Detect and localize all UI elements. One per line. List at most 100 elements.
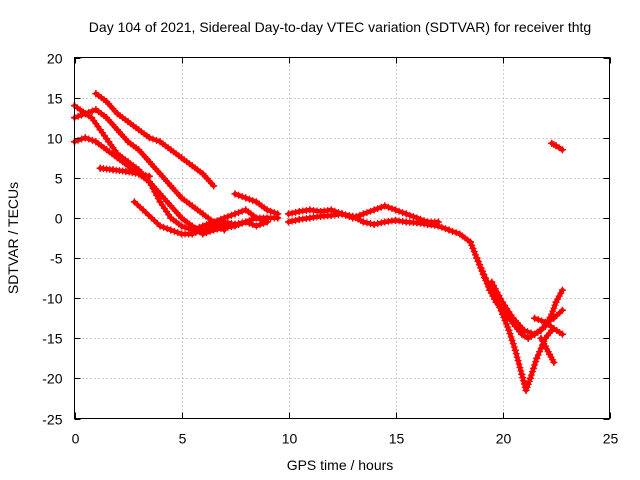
data-point bbox=[274, 210, 282, 218]
data-point bbox=[103, 146, 111, 154]
plot-frame bbox=[74, 57, 610, 419]
data-point bbox=[473, 254, 481, 262]
data-point bbox=[413, 219, 421, 227]
data-point bbox=[210, 218, 218, 226]
data-layer bbox=[71, 90, 566, 394]
data-point bbox=[558, 306, 566, 314]
data-point bbox=[220, 224, 228, 232]
data-point bbox=[546, 350, 554, 358]
data-point bbox=[558, 330, 566, 338]
data-point bbox=[92, 90, 100, 98]
x-tick-label: 25 bbox=[603, 431, 619, 447]
data-point bbox=[327, 212, 335, 220]
data-point bbox=[231, 210, 239, 218]
data-point bbox=[531, 330, 539, 338]
data-point bbox=[145, 172, 153, 180]
data-point bbox=[402, 210, 410, 218]
series-trace bbox=[532, 315, 565, 337]
x-tick-label: 20 bbox=[496, 431, 512, 447]
data-point bbox=[263, 218, 271, 226]
data-point bbox=[558, 146, 566, 154]
data-point bbox=[145, 134, 153, 142]
data-point bbox=[550, 358, 558, 366]
data-point bbox=[103, 114, 111, 122]
data-point bbox=[505, 326, 513, 334]
data-point bbox=[381, 218, 389, 226]
series-track-d bbox=[92, 90, 218, 190]
y-tick-label: -25 bbox=[42, 412, 62, 428]
x-tick-label: 0 bbox=[72, 431, 80, 447]
data-point bbox=[88, 114, 96, 122]
data-point bbox=[520, 326, 528, 334]
data-point bbox=[178, 214, 185, 222]
y-tick-label: -20 bbox=[42, 371, 62, 387]
data-point bbox=[466, 238, 474, 246]
y-tick-label: -5 bbox=[50, 251, 63, 267]
data-point bbox=[148, 214, 156, 222]
data-point bbox=[178, 194, 185, 202]
data-point bbox=[317, 212, 325, 220]
data-point bbox=[178, 154, 185, 162]
data-point bbox=[242, 206, 250, 214]
data-point bbox=[252, 222, 260, 230]
data-point bbox=[526, 374, 534, 382]
data-point bbox=[81, 134, 89, 142]
series-track-p bbox=[548, 139, 566, 154]
data-point bbox=[445, 226, 453, 234]
data-point bbox=[188, 202, 196, 210]
data-point bbox=[499, 298, 506, 306]
data-point bbox=[392, 206, 399, 214]
data-point bbox=[167, 146, 175, 154]
y-tick-label: 20 bbox=[47, 51, 63, 67]
data-point bbox=[306, 214, 314, 222]
data-point bbox=[509, 314, 517, 322]
series-track-j bbox=[285, 210, 474, 246]
data-point bbox=[392, 216, 399, 224]
data-point bbox=[81, 110, 89, 118]
data-point bbox=[199, 170, 207, 178]
data-point bbox=[92, 138, 100, 146]
y-tick-label: 10 bbox=[47, 131, 63, 147]
data-point bbox=[210, 226, 218, 234]
chart-title: Day 104 of 2021, Sidereal Day-to-day VTE… bbox=[89, 19, 591, 35]
data-point bbox=[178, 230, 185, 238]
data-point bbox=[188, 162, 196, 170]
x-axis-label: GPS time / hours bbox=[287, 457, 394, 473]
data-point bbox=[156, 138, 164, 146]
data-point bbox=[518, 330, 526, 338]
data-point bbox=[359, 210, 367, 218]
data-point bbox=[242, 194, 250, 202]
series-track-n bbox=[531, 314, 566, 338]
data-point bbox=[105, 138, 113, 146]
y-tick-label: -15 bbox=[42, 331, 62, 347]
data-point bbox=[522, 386, 530, 394]
data-point bbox=[231, 190, 239, 198]
data-point bbox=[167, 202, 175, 210]
data-point bbox=[135, 126, 143, 134]
data-point bbox=[285, 210, 292, 218]
series-track-i bbox=[285, 202, 442, 226]
data-point bbox=[558, 286, 566, 294]
data-point bbox=[124, 162, 132, 170]
data-point bbox=[338, 210, 346, 218]
x-tick-label: 15 bbox=[389, 431, 405, 447]
data-point bbox=[306, 206, 314, 214]
data-point bbox=[456, 230, 464, 238]
series-trace bbox=[538, 336, 557, 365]
data-point bbox=[552, 142, 560, 150]
data-point bbox=[499, 310, 506, 318]
data-point bbox=[130, 198, 138, 206]
data-point bbox=[424, 220, 432, 228]
data-point bbox=[531, 314, 539, 322]
data-point bbox=[96, 164, 104, 172]
data-point bbox=[252, 198, 260, 206]
data-point bbox=[242, 218, 250, 226]
y-tick-label: 0 bbox=[55, 211, 63, 227]
y-tick-label: 5 bbox=[55, 171, 63, 187]
data-point bbox=[178, 222, 185, 230]
data-point bbox=[139, 206, 147, 214]
data-point bbox=[370, 206, 378, 214]
data-point bbox=[381, 202, 389, 210]
data-point bbox=[524, 334, 532, 342]
series-track-g bbox=[188, 206, 271, 234]
